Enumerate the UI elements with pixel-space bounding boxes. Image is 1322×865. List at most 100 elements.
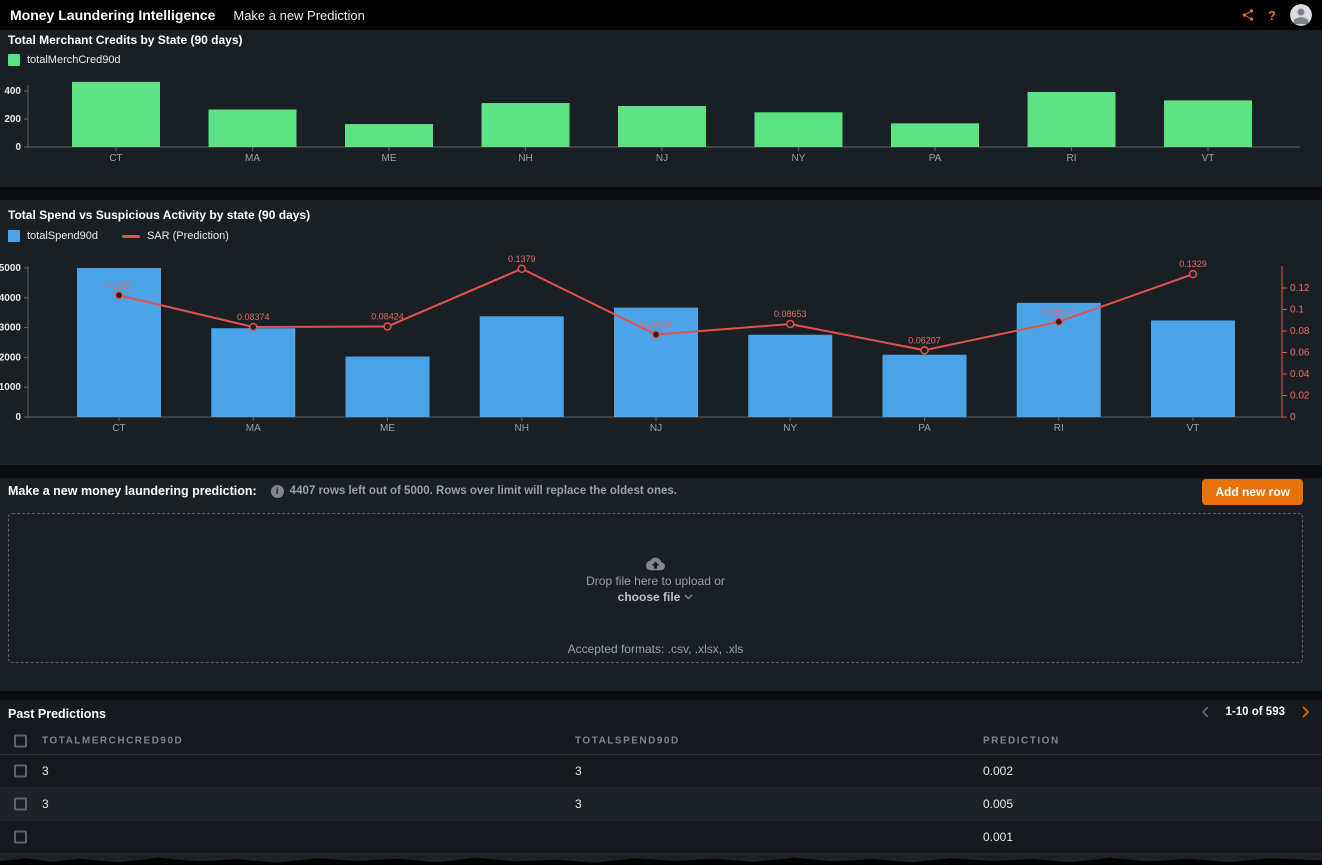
- bar-ME: [346, 357, 430, 417]
- svg-text:MA: MA: [246, 423, 261, 434]
- column-header-prediction[interactable]: PREDICTION: [983, 736, 1060, 747]
- spend-sar-chart: 01000200030004000500000.020.040.060.080.…: [0, 252, 1322, 452]
- svg-text:3000: 3000: [0, 323, 21, 334]
- bar-MA: [211, 328, 295, 417]
- row-checkbox[interactable]: [14, 798, 27, 811]
- svg-text:0.08: 0.08: [1290, 326, 1310, 337]
- legend-label[interactable]: totalMerchCred90d: [27, 54, 121, 66]
- table-header-row: TOTALMERCHCRED90D TOTALSPEND90D PREDICTI…: [0, 728, 1322, 755]
- column-header-totalmerchcred90d[interactable]: TOTALMERCHCRED90D: [42, 736, 183, 747]
- merchant-credits-chart: 0200400CTMAMENHNJNYPARIVT: [0, 77, 1322, 187]
- prediction-header: Make a new money laundering prediction: …: [8, 484, 677, 498]
- pagination-prev-icon[interactable]: [1201, 705, 1210, 719]
- panel-spend-sar: Total Spend vs Suspicious Activity by st…: [0, 200, 1322, 465]
- panel-past-predictions: Past Predictions 1-10 of 593 TOTALMERCHC…: [0, 700, 1322, 865]
- sar-point-NH: [518, 265, 525, 272]
- table-row: 0.001: [0, 821, 1322, 854]
- bar-NY: [755, 112, 843, 147]
- svg-text:PA: PA: [929, 153, 942, 164]
- svg-text:0: 0: [1290, 412, 1296, 423]
- table-cell: 3: [575, 764, 582, 778]
- file-dropzone[interactable]: Drop file here to upload or choose file …: [8, 513, 1303, 663]
- svg-text:0.04: 0.04: [1290, 369, 1310, 380]
- sar-point-VT: [1190, 271, 1197, 278]
- legend-swatch-blue: [8, 230, 20, 242]
- sar-point-CT: [116, 292, 123, 299]
- sar-point-ME: [384, 323, 391, 330]
- choose-file-link[interactable]: choose file: [618, 590, 694, 604]
- bar-PA: [883, 355, 967, 417]
- svg-text:CT: CT: [112, 423, 125, 434]
- pagination: 1-10 of 593: [1201, 705, 1310, 719]
- svg-text:NY: NY: [792, 153, 806, 164]
- table-cell: 3: [575, 797, 582, 811]
- svg-text:0.02: 0.02: [1290, 391, 1310, 402]
- bar-CT: [77, 268, 161, 417]
- spend-chart-title: Total Spend vs Suspicious Activity by st…: [8, 208, 310, 222]
- sar-point-PA: [921, 347, 928, 354]
- table-cell: 0.005: [983, 797, 1013, 811]
- bar-VT: [1164, 100, 1252, 147]
- bar-RI: [1028, 92, 1116, 147]
- table-row: 3 3 0.005: [0, 788, 1322, 821]
- svg-text:0.06: 0.06: [1290, 348, 1310, 359]
- table-row: 330.002: [0, 755, 1322, 788]
- svg-text:0.1: 0.1: [1290, 305, 1304, 316]
- svg-text:CT: CT: [109, 153, 122, 164]
- svg-text:0.08653: 0.08653: [774, 309, 807, 319]
- select-all-checkbox[interactable]: [14, 735, 27, 748]
- bar-CT: [72, 82, 160, 147]
- legend-line-sar: [122, 235, 140, 238]
- svg-text:2000: 2000: [0, 352, 21, 363]
- svg-text:200: 200: [4, 114, 21, 125]
- cloud-upload-icon: [646, 556, 665, 571]
- legend-label-spend[interactable]: totalSpend90d: [27, 230, 98, 242]
- rows-left-text: 4407 rows left out of 5000. Rows over li…: [290, 485, 677, 497]
- row-checkbox[interactable]: [14, 765, 27, 778]
- svg-text:NJ: NJ: [656, 153, 668, 164]
- svg-text:5000: 5000: [0, 263, 21, 274]
- pagination-range: 1-10 of 593: [1226, 706, 1285, 718]
- sar-point-MA: [250, 323, 257, 330]
- svg-text:0.12: 0.12: [1290, 283, 1310, 294]
- svg-text:VT: VT: [1202, 153, 1215, 164]
- panel-new-prediction: Make a new money laundering prediction: …: [0, 478, 1322, 691]
- svg-text:0.06207: 0.06207: [908, 335, 941, 345]
- spend-chart-legend: totalSpend90d SAR (Prediction): [8, 230, 229, 242]
- svg-text:NH: NH: [518, 153, 532, 164]
- nav-make-prediction[interactable]: Make a new Prediction: [233, 8, 365, 23]
- sar-point-NJ: [653, 331, 660, 338]
- svg-text:VT: VT: [1187, 423, 1200, 434]
- table-cell: 3: [42, 797, 49, 811]
- add-new-row-button[interactable]: Add new row: [1202, 479, 1303, 505]
- bar-NH: [482, 103, 570, 147]
- bar-NJ: [618, 106, 706, 147]
- bar-NH: [480, 316, 564, 417]
- row-checkbox[interactable]: [14, 831, 27, 844]
- share-icon[interactable]: [1236, 3, 1260, 27]
- legend-swatch-green: [8, 54, 20, 66]
- svg-text:RI: RI: [1054, 423, 1064, 434]
- svg-text:0: 0: [15, 412, 21, 423]
- bar-MA: [209, 109, 297, 147]
- column-header-totalspend90d[interactable]: TOTALSPEND90D: [575, 736, 680, 747]
- bar-NY: [748, 335, 832, 417]
- choose-file-label: choose file: [618, 590, 681, 604]
- svg-text:4000: 4000: [0, 293, 21, 304]
- help-icon[interactable]: ?: [1260, 3, 1284, 27]
- chevron-down-icon: [684, 594, 693, 600]
- table-body: 330.002330.0050.001: [0, 755, 1322, 865]
- user-avatar[interactable]: [1290, 4, 1312, 26]
- pagination-next-icon[interactable]: [1301, 705, 1310, 719]
- app-title: Money Laundering Intelligence: [10, 7, 215, 23]
- past-predictions-heading: Past Predictions: [8, 707, 106, 721]
- merchant-chart-title: Total Merchant Credits by State (90 days…: [8, 33, 243, 47]
- svg-text:0.08374: 0.08374: [237, 312, 270, 322]
- bar-VT: [1151, 320, 1235, 417]
- svg-text:0.1379: 0.1379: [508, 254, 536, 264]
- legend-label-sar[interactable]: SAR (Prediction): [147, 230, 229, 242]
- panel-merchant-credits: Total Merchant Credits by State (90 days…: [0, 30, 1322, 187]
- accepted-formats-text: Accepted formats: .csv, .xlsx, .xls: [568, 642, 744, 656]
- bar-ME: [345, 124, 433, 147]
- bar-PA: [891, 123, 979, 147]
